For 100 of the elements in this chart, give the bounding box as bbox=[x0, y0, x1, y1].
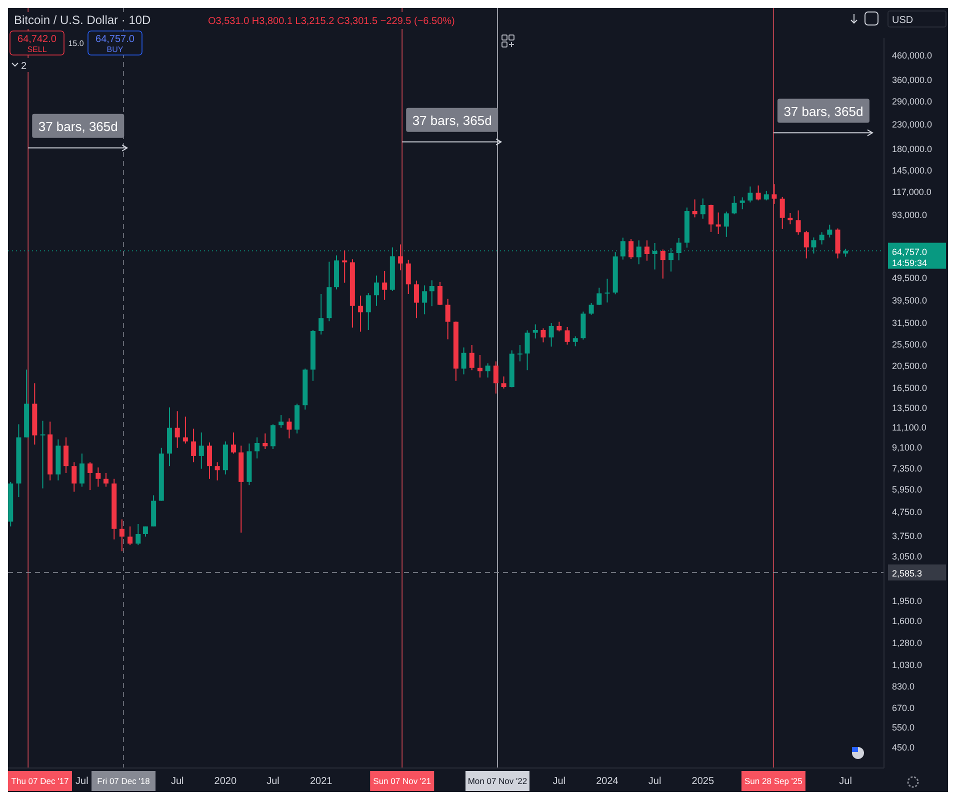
candlestick bbox=[198, 432, 204, 470]
ref-line-label: Thu 07 Dec '17 bbox=[11, 776, 69, 786]
candlestick bbox=[548, 322, 554, 348]
y-tick-label: 550.0 bbox=[892, 722, 915, 733]
y-tick-label: 230,000.0 bbox=[892, 120, 932, 130]
x-tick-label: Jul bbox=[839, 776, 852, 787]
candlestick bbox=[732, 196, 737, 215]
candlestick bbox=[517, 344, 522, 362]
candlestick bbox=[796, 210, 801, 236]
candlestick bbox=[358, 295, 364, 332]
candlestick bbox=[532, 324, 538, 340]
candlestick bbox=[72, 462, 77, 492]
candlestick bbox=[724, 211, 729, 238]
candlestick bbox=[40, 420, 46, 489]
currency-field: USD bbox=[888, 10, 946, 28]
candlestick bbox=[804, 230, 809, 259]
candlestick bbox=[588, 302, 594, 316]
candlestick bbox=[270, 424, 276, 450]
y-tick-label: 39,500.0 bbox=[892, 296, 928, 306]
y-tick-label: 93,000.0 bbox=[892, 210, 928, 220]
candlestick bbox=[556, 321, 562, 332]
candlestick bbox=[445, 298, 450, 340]
candlestick bbox=[136, 523, 141, 546]
candlestick bbox=[524, 330, 530, 371]
y-tick-label: 20,500.0 bbox=[892, 361, 928, 372]
candlestick bbox=[572, 336, 578, 347]
y-tick-label: 1,030.0 bbox=[892, 660, 922, 670]
annotation: 2 bbox=[21, 61, 27, 72]
text: 14:59:34 bbox=[892, 258, 928, 268]
candlestick bbox=[104, 472, 108, 488]
y-tick-label: 670.0 bbox=[892, 702, 915, 713]
candlestick bbox=[278, 414, 284, 428]
y-tick-label: 25,500.0 bbox=[892, 339, 928, 350]
candlestick bbox=[206, 442, 212, 480]
candlestick bbox=[644, 240, 650, 262]
candlestick bbox=[182, 416, 188, 444]
y-tick-label: 11,100.0 bbox=[892, 422, 926, 432]
candlestick bbox=[493, 360, 498, 394]
chart-subtitle: O3,531.0 H3,800.1 L3,215.2 C3,301.5 −229.5 (−6.50%) bbox=[208, 16, 455, 27]
ref-line-label: Fri 07 Dec '18 bbox=[97, 776, 150, 786]
candlestick bbox=[596, 287, 602, 306]
candlestick bbox=[835, 228, 840, 259]
y-tick-label: 145,000.0 bbox=[892, 166, 932, 176]
y-tick-label: 49,500.0 bbox=[892, 273, 928, 284]
annotation: BUY bbox=[106, 45, 124, 54]
candlestick bbox=[382, 270, 388, 300]
annotation: 15.0 bbox=[68, 39, 84, 48]
candlestick bbox=[64, 436, 69, 474]
x-tick-label: Jul bbox=[266, 776, 280, 787]
candlestick bbox=[254, 436, 260, 459]
candlestick bbox=[708, 204, 714, 232]
annotation: 37 bars, 365d bbox=[38, 118, 118, 134]
y-tick-label: 360,000.0 bbox=[892, 74, 932, 85]
annotation: 37 bars, 365d bbox=[784, 104, 864, 119]
candlestick bbox=[700, 198, 706, 220]
candlestick bbox=[772, 184, 777, 204]
candlestick bbox=[748, 186, 753, 203]
candlestick bbox=[564, 326, 570, 346]
x-tick-label: 2020 bbox=[214, 776, 237, 787]
candlestick bbox=[398, 244, 404, 271]
y-tick-label: 4,750.0 bbox=[892, 507, 922, 518]
candlestick bbox=[437, 281, 442, 306]
candlestick bbox=[214, 462, 220, 481]
candlestick bbox=[740, 196, 745, 210]
candlestick bbox=[406, 259, 411, 295]
candlestick bbox=[262, 432, 268, 450]
y-tick-label: 13,500.0 bbox=[892, 402, 928, 413]
y-tick-label: 1,600.0 bbox=[892, 616, 922, 626]
candlestick bbox=[692, 198, 698, 218]
x-tick-label: 2025 bbox=[692, 776, 714, 787]
y-tick-label: 450.0 bbox=[892, 742, 915, 753]
y-tick-label: 3,750.0 bbox=[892, 530, 922, 541]
candlestick bbox=[88, 462, 93, 491]
ref-line-label: 64,757.0 bbox=[892, 246, 928, 257]
ref-line-label: Mon 07 Nov '22 bbox=[468, 776, 528, 786]
candlestick bbox=[485, 362, 490, 378]
candlestick bbox=[764, 190, 769, 201]
candlestick bbox=[756, 184, 761, 201]
x-tick-label: 2021 bbox=[310, 776, 333, 787]
candlestick bbox=[429, 280, 434, 307]
candlestick bbox=[79, 453, 84, 488]
x-tick-label: Jul bbox=[170, 776, 184, 787]
y-tick-label: 290,000.0 bbox=[892, 96, 932, 107]
candlestick bbox=[819, 232, 824, 245]
candlestick bbox=[374, 275, 379, 306]
y-tick-label: 7,350.0 bbox=[892, 464, 922, 474]
candlestick bbox=[716, 212, 721, 234]
candlestick bbox=[604, 278, 610, 303]
candlestick bbox=[628, 238, 634, 260]
y-tick-label: 180,000.0 bbox=[892, 144, 932, 154]
candlestick bbox=[286, 418, 292, 439]
candlestick bbox=[318, 294, 324, 336]
candlestick bbox=[660, 248, 666, 280]
y-tick-label: 16,500.0 bbox=[892, 382, 928, 393]
y-tick-label: 31,500.0 bbox=[892, 318, 928, 328]
candlestick bbox=[501, 376, 506, 390]
y-tick-label: 117,000.0 bbox=[892, 187, 932, 198]
y-tick-label: 9,100.0 bbox=[892, 442, 922, 452]
candlestick bbox=[231, 432, 236, 454]
y-tick-label: 460,000.0 bbox=[892, 50, 932, 60]
